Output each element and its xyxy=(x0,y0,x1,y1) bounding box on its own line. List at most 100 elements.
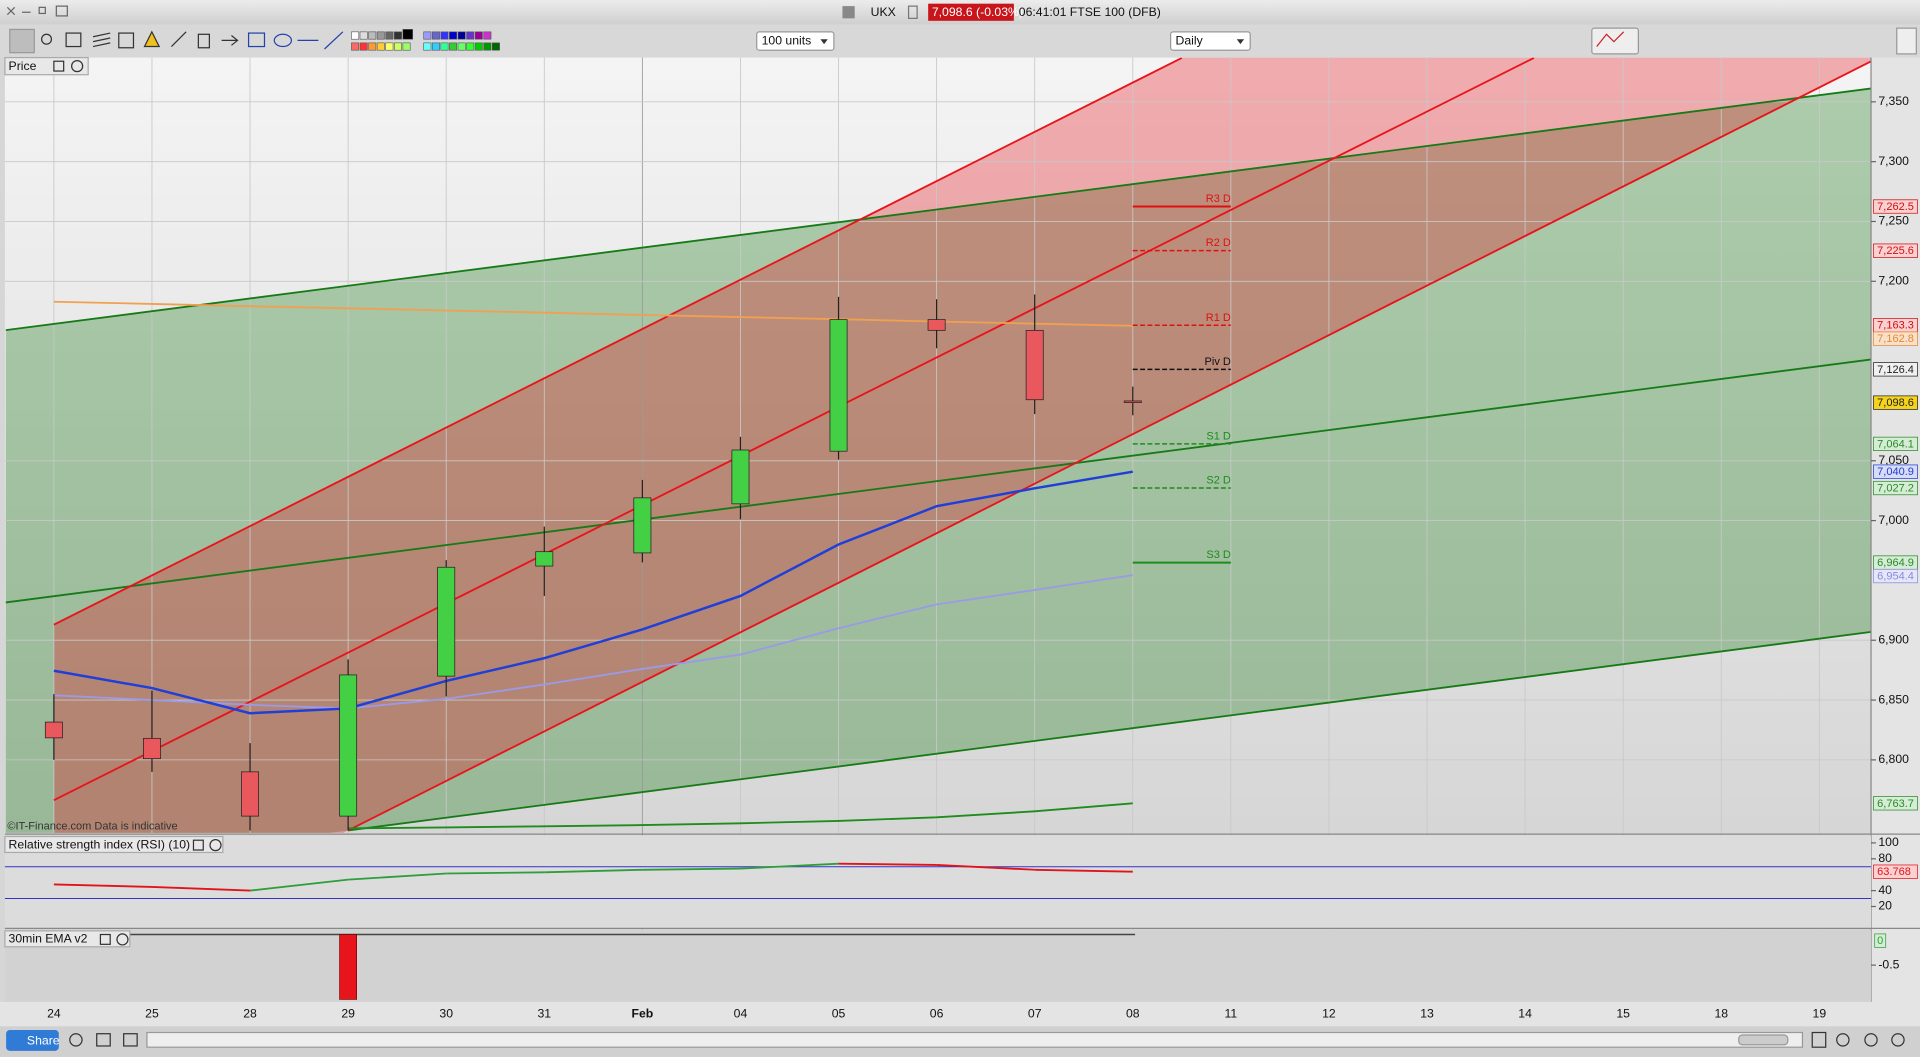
overlay: 7,350 7,300 7,250 7,200 7,050 7,000 6,900 6,850… xyxy=(4,94,1918,1000)
quote: 7,098.6 (-0.03%) xyxy=(932,5,1023,19)
indicator-line xyxy=(348,802,1133,830)
rsi-segment xyxy=(249,878,349,892)
price-marker-label: 7,064.1 xyxy=(1877,438,1914,450)
candle-body xyxy=(339,674,358,817)
info-icon[interactable] xyxy=(907,5,918,19)
trendline xyxy=(53,57,1183,626)
price-marker xyxy=(1873,243,1918,258)
quote-box xyxy=(928,3,1014,21)
value-marker xyxy=(1873,864,1918,879)
price-marker xyxy=(1873,331,1918,346)
price-marker xyxy=(1873,395,1918,410)
x-tick-label: 25 xyxy=(145,1006,159,1020)
rsi-segment xyxy=(446,871,545,875)
x-tick-label: 15 xyxy=(1616,1006,1630,1020)
y-tick-label: 6,900 xyxy=(1878,632,1909,646)
scroll-thumb[interactable] xyxy=(1738,1034,1789,1046)
indicator-tool[interactable] xyxy=(65,32,82,48)
y-tick-label: 7,350 xyxy=(1878,94,1909,108)
price-grid xyxy=(4,57,1872,1002)
drawing-tools xyxy=(9,28,344,54)
y-tick-label: 20 xyxy=(1878,899,1892,913)
x-tick-label: 04 xyxy=(734,1006,748,1020)
price-marker xyxy=(1873,796,1918,811)
footer-icons[interactable] xyxy=(69,1031,1905,1048)
price-marker-label: 7,162.8 xyxy=(1877,333,1914,345)
candle-body xyxy=(535,551,554,567)
candle-body xyxy=(44,721,63,739)
text-tool[interactable] xyxy=(118,32,135,49)
delete-tool[interactable] xyxy=(197,33,210,49)
arrow-tool[interactable] xyxy=(221,35,239,46)
dropdown-arrow xyxy=(1236,39,1245,45)
y-tick-label: 7,250 xyxy=(1878,214,1909,228)
y-tick-label: 40 xyxy=(1878,883,1892,897)
zoom-tool[interactable] xyxy=(41,33,53,45)
candle-body xyxy=(241,771,259,817)
period-select[interactable] xyxy=(1170,31,1251,51)
rsi-segment xyxy=(151,886,251,892)
price-marker xyxy=(1873,199,1918,214)
y-tick-label: 7,300 xyxy=(1878,154,1909,168)
trendline xyxy=(53,57,1535,802)
pane-buttons[interactable] xyxy=(53,60,222,946)
candle-body xyxy=(437,566,456,677)
indicator-line xyxy=(53,300,1133,327)
trendline xyxy=(347,60,1872,832)
time-and-name: 06:41:01 FTSE 100 (DFB) xyxy=(1019,5,1161,19)
price-marker-label: 7,027.2 xyxy=(1877,483,1914,495)
x-tick-label: 05 xyxy=(832,1006,846,1020)
pointer-tool[interactable] xyxy=(9,28,35,54)
value-marker-label: 0 xyxy=(1877,935,1883,947)
symbol[interactable]: UKX xyxy=(871,5,896,19)
pen-tool[interactable] xyxy=(170,31,187,47)
y-tick-label: -0.5 xyxy=(1878,957,1899,971)
price-marker xyxy=(1873,436,1918,452)
raff-tool[interactable] xyxy=(92,32,111,48)
x-tick-label: 19 xyxy=(1813,1006,1827,1020)
x-tick-label: 24 xyxy=(47,1006,61,1020)
x-tick-label: 13 xyxy=(1420,1006,1434,1020)
y-tick-label: 7,050 xyxy=(1878,453,1909,467)
price-marker xyxy=(1873,480,1918,496)
trendline xyxy=(348,630,1872,832)
x-tick-label: 14 xyxy=(1518,1006,1532,1020)
candle-body xyxy=(633,497,652,554)
trendline xyxy=(5,358,1872,604)
price-marker-label: 7,163.3 xyxy=(1877,320,1914,332)
price-marker-label: 7,098.6 xyxy=(1877,397,1914,409)
pivot-label: Piv D xyxy=(1205,356,1231,368)
indicator-line xyxy=(53,470,1133,715)
share-button[interactable] xyxy=(6,1030,59,1051)
price-marker-label: 7,040.9 xyxy=(1877,466,1914,478)
color-palette[interactable] xyxy=(351,29,500,51)
pivot-label: S2 D xyxy=(1206,475,1231,487)
pane-title: 30min EMA v2 xyxy=(9,932,88,946)
units-select[interactable] xyxy=(756,31,835,51)
side-toggle[interactable] xyxy=(1896,27,1917,55)
pane-header xyxy=(4,56,89,76)
x-tick-label: 06 xyxy=(930,1006,944,1020)
x-tick-label: 08 xyxy=(1126,1006,1140,1020)
watermark: ©IT-Finance.com Data is indicative xyxy=(7,821,177,833)
y-tick-label: 80 xyxy=(1878,851,1892,865)
price-marker-label: 6,954.4 xyxy=(1877,571,1914,583)
price-marker-label: 7,262.5 xyxy=(1877,201,1914,213)
scrollbar[interactable] xyxy=(146,1031,1804,1048)
price-marker xyxy=(1873,464,1918,479)
line-tool[interactable] xyxy=(324,31,344,50)
app-icon[interactable] xyxy=(842,6,855,19)
x-tick-label: 11 xyxy=(1225,1006,1238,1020)
y-tick-label: 6,800 xyxy=(1878,752,1909,766)
y-tick-label: 6,850 xyxy=(1878,692,1909,706)
price-marker-label: 6,763.7 xyxy=(1877,798,1914,810)
candle-body xyxy=(829,319,848,452)
pane-title: Price xyxy=(9,59,37,73)
rect-tool[interactable] xyxy=(247,32,266,48)
price-marker-label: 7,126.4 xyxy=(1877,364,1914,376)
ellipse-tool[interactable] xyxy=(273,33,293,48)
alert-tool[interactable] xyxy=(143,30,161,48)
rsi-segment xyxy=(740,862,839,870)
x-tick-label: 18 xyxy=(1714,1006,1728,1020)
